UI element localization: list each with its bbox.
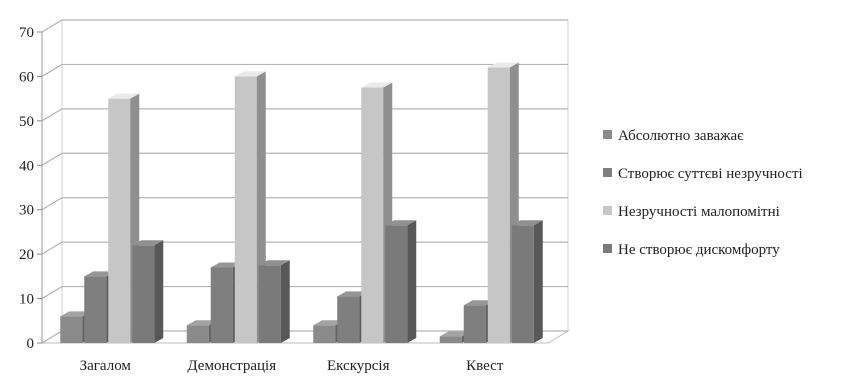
bar-front	[234, 76, 257, 343]
bar-front	[186, 325, 209, 343]
legend: Абсолютно заважає Створює суттєві незручн…	[603, 128, 803, 258]
y-tick-label: 0	[27, 336, 35, 352]
legend-label: Не створює дискомфорту	[618, 242, 780, 258]
bar-top	[132, 240, 164, 246]
grid-line	[41, 63, 568, 77]
x-tick-label: Екскурсія	[327, 358, 390, 374]
bar	[385, 220, 417, 343]
bar-top	[439, 331, 471, 337]
bar-front	[313, 325, 336, 343]
y-tick-label: 70	[19, 25, 34, 41]
bar-top	[487, 62, 519, 68]
bar-top	[337, 291, 369, 297]
y-tick-label: 10	[19, 292, 34, 308]
y-tick-label: 30	[19, 203, 34, 219]
legend-swatch	[603, 130, 612, 139]
bar-front	[361, 87, 384, 344]
legend-item: Створює суттєві незручності	[603, 166, 803, 182]
legend-label: Незручності малопомітні	[618, 204, 780, 220]
bar-top	[60, 311, 92, 317]
grid-line	[41, 197, 568, 211]
grid-line	[41, 108, 568, 122]
y-tick-label: 60	[19, 69, 34, 85]
x-tick-label: Загалом	[80, 358, 132, 374]
bar-front	[60, 316, 83, 343]
legend-item: Не створює дискомфорту	[603, 242, 780, 258]
bar	[511, 220, 543, 343]
bar-top	[210, 262, 242, 268]
bar-side	[280, 260, 290, 343]
bar-top	[511, 220, 543, 226]
legend-item: Абсолютно заважає	[603, 128, 744, 144]
y-tick-label: 50	[19, 114, 34, 130]
bar-front	[132, 245, 155, 343]
bar-side	[407, 220, 417, 343]
x-axis: Загалом Демонстрація Екскурсія Квест	[80, 358, 504, 374]
bar-front	[487, 67, 510, 344]
bar-side	[154, 240, 164, 343]
bar	[132, 240, 164, 343]
bar-top	[361, 82, 393, 88]
bar-front	[511, 225, 534, 343]
legend-label: Абсолютно заважає	[618, 128, 744, 144]
bar-front	[385, 225, 408, 343]
bar-top	[234, 71, 266, 77]
bar-top	[463, 300, 495, 306]
bar-front	[210, 267, 233, 343]
bar-top	[258, 260, 290, 266]
x-tick-label: Квест	[466, 358, 504, 374]
bar-front	[258, 265, 281, 343]
y-tick-label: 40	[19, 158, 34, 174]
legend-label: Створює суттєві незручності	[618, 166, 803, 182]
legend-item: Незручності малопомітні	[603, 204, 780, 220]
legend-swatch	[603, 168, 612, 177]
y-axis: 0 10 20 30 40 50 60 70	[19, 25, 43, 352]
bar-side	[533, 220, 543, 343]
bars	[60, 62, 543, 344]
grid-line	[41, 19, 568, 33]
bar-top	[186, 320, 218, 326]
bar-front	[337, 296, 360, 343]
y-tick-label: 20	[19, 247, 34, 263]
bar-front	[108, 98, 131, 344]
bar-front	[84, 276, 107, 343]
legend-swatch	[603, 244, 612, 253]
bar-top	[313, 320, 345, 326]
legend-swatch	[603, 206, 612, 215]
bar-top	[385, 220, 417, 226]
bar-front	[463, 305, 486, 343]
bar	[258, 260, 290, 343]
bar-top	[84, 271, 116, 277]
bar-front	[439, 336, 462, 343]
x-tick-label: Демонстрація	[187, 358, 276, 374]
grid-line	[41, 152, 568, 166]
bar-top	[108, 93, 140, 99]
side-wall	[41, 19, 63, 344]
